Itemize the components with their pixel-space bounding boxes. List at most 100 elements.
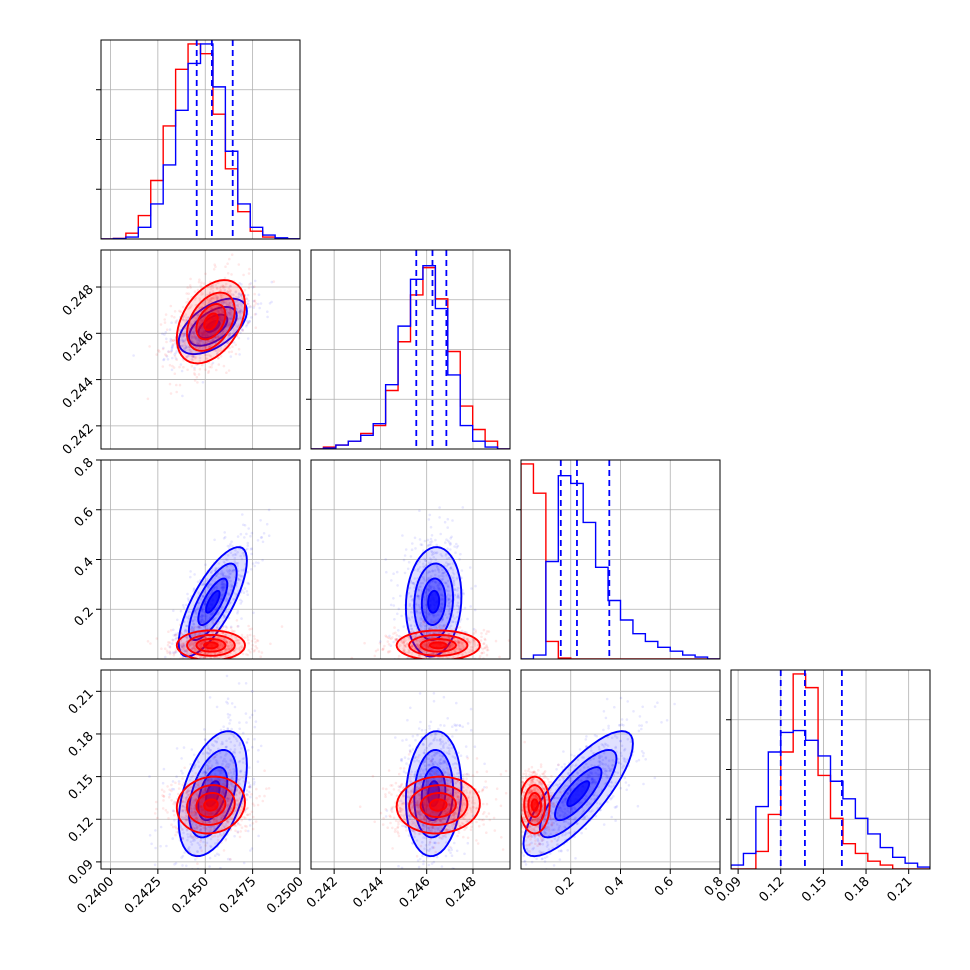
red-sample-point <box>201 306 204 310</box>
blue-sample-point <box>162 357 166 361</box>
blue-sample-point <box>220 594 224 597</box>
red-sample-point <box>220 307 223 311</box>
blue-sample-point <box>211 590 214 593</box>
blue-sample-point <box>202 330 206 333</box>
red-sample-point <box>189 641 192 644</box>
blue-sample-point <box>204 789 207 792</box>
blue-sample-point <box>191 666 194 669</box>
red-sample-point <box>433 631 436 634</box>
red-sample-point <box>446 660 449 663</box>
blue-sample-point <box>210 613 214 616</box>
blue-sample-point <box>224 344 227 348</box>
blue-sample-point <box>200 333 204 336</box>
blue-sample-point <box>196 341 199 345</box>
blue-sample-point <box>435 626 439 630</box>
blue-sample-point <box>201 607 204 610</box>
blue-sample-point <box>220 742 223 746</box>
blue-sample-point <box>444 613 447 616</box>
red-sample-point <box>434 631 438 635</box>
red-sample-point <box>199 642 202 646</box>
red-sample-point <box>198 367 202 371</box>
red-sample-point <box>158 350 161 353</box>
blue-sample-point <box>209 583 212 586</box>
blue-sample-point <box>221 742 225 745</box>
red-sample-point <box>192 628 195 632</box>
blue-sample-point <box>222 579 226 582</box>
red-sample-point <box>240 661 243 664</box>
blue-sample-point <box>419 611 423 614</box>
blue-sample-point <box>426 587 430 591</box>
red-sample-point <box>223 331 226 334</box>
blue-sample-point <box>453 617 456 620</box>
blue-sample-point <box>207 782 210 785</box>
red-sample-point <box>221 285 225 288</box>
red-sample-point <box>422 632 426 635</box>
blue-sample-point <box>189 336 193 339</box>
blue-sample-point <box>451 519 454 522</box>
blue-sample-point <box>180 344 184 348</box>
blue-sample-point <box>238 282 241 285</box>
red-sample-point <box>487 630 491 633</box>
red-sample-point <box>198 330 201 333</box>
blue-sample-point <box>234 553 238 556</box>
red-sample-point <box>228 304 232 308</box>
red-sample-point <box>201 306 204 310</box>
blue-sample-point <box>441 618 444 622</box>
blue-sample-point <box>232 750 235 754</box>
blue-sample-point <box>196 841 200 845</box>
blue-sample-point <box>251 562 255 565</box>
blue-sample-point <box>195 850 199 853</box>
red-sample-point <box>200 335 204 338</box>
red-sample-point <box>454 660 457 663</box>
blue-sample-point <box>220 583 223 587</box>
blue-sample-point <box>222 585 225 589</box>
blue-sample-point <box>213 538 216 542</box>
blue-sample-point <box>207 764 210 768</box>
blue-sample-point <box>201 381 205 384</box>
blue-sample-point <box>235 325 239 328</box>
red-sample-point <box>227 671 230 674</box>
blue-sample-point <box>201 583 205 587</box>
blue-sample-point <box>427 570 431 573</box>
blue-sample-point <box>440 597 443 601</box>
red-sample-point <box>182 332 185 336</box>
blue-sample-point <box>198 322 201 325</box>
blue-sample-point <box>448 541 451 544</box>
blue-sample-point <box>447 539 450 543</box>
blue-sample-point <box>446 517 450 521</box>
red-sample-point <box>193 373 197 377</box>
blue-sample-point <box>395 570 399 574</box>
blue-sample-point <box>221 593 224 597</box>
blue-sample-point <box>234 295 238 299</box>
blue-sample-point <box>227 320 231 324</box>
red-sample-point <box>202 636 205 640</box>
blue-sample-point <box>199 616 202 619</box>
blue-sample-point <box>174 632 178 636</box>
red-sample-point <box>149 642 152 645</box>
red-sample-point <box>212 329 216 332</box>
red-sample-point <box>408 636 412 640</box>
red-sample-point <box>172 366 176 369</box>
red-sample-point <box>226 646 230 650</box>
blue-sample-point <box>429 541 432 544</box>
red-sample-point <box>188 284 192 287</box>
blue-sample-point <box>182 746 186 749</box>
blue-sample-point <box>462 591 465 595</box>
blue-sample-point <box>220 571 223 575</box>
red-sample-point <box>203 656 206 659</box>
red-sample-point <box>172 652 176 655</box>
blue-sample-point <box>265 522 269 526</box>
blue-sample-point <box>245 590 249 593</box>
red-sample-point <box>455 626 459 629</box>
blue-sample-point <box>185 796 188 800</box>
red-sample-point <box>200 326 204 329</box>
red-sample-point <box>164 313 168 316</box>
blue-sample-point <box>247 748 250 752</box>
blue-sample-point <box>229 771 233 774</box>
blue-sample-point <box>217 621 221 624</box>
blue-sample-point <box>212 757 215 760</box>
blue-sample-point <box>186 667 189 670</box>
red-sample-point <box>223 276 227 280</box>
blue-sample-point <box>416 594 420 598</box>
red-sample-point <box>247 649 250 652</box>
